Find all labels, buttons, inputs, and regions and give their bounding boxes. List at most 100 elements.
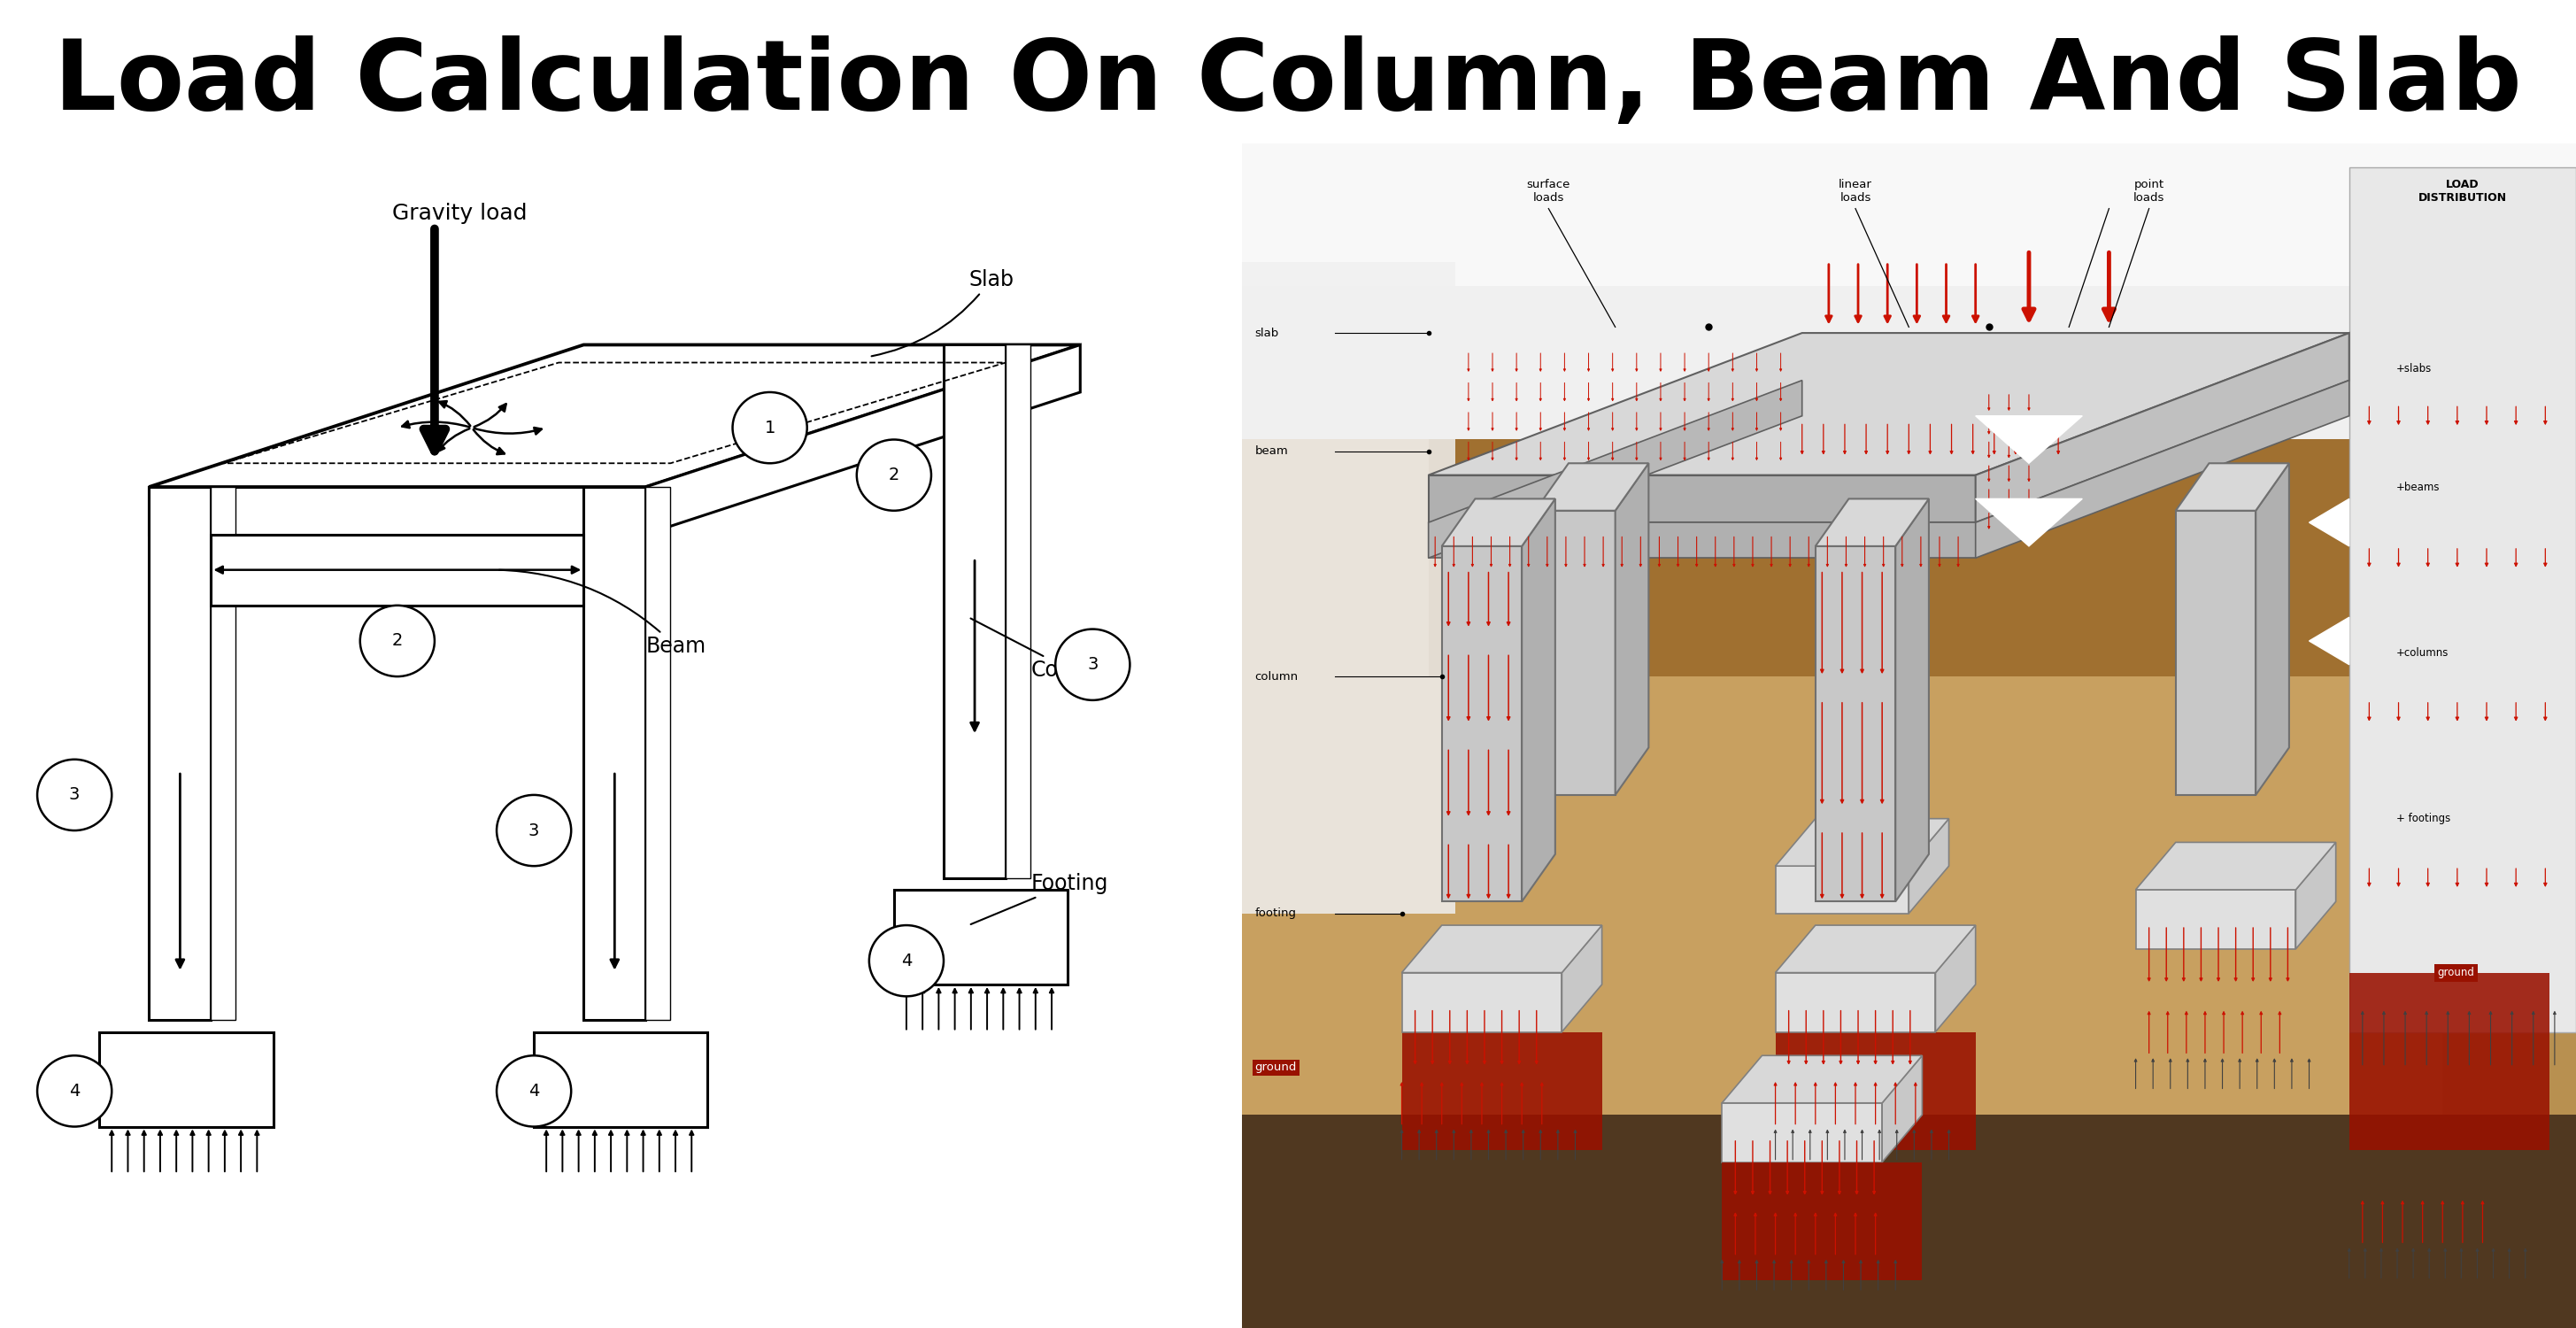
Bar xyxy=(2349,972,2550,1150)
Polygon shape xyxy=(1775,926,1976,972)
Circle shape xyxy=(858,440,933,511)
Polygon shape xyxy=(1401,926,1602,972)
Polygon shape xyxy=(1561,926,1602,1032)
Polygon shape xyxy=(2308,618,2349,664)
Text: surface
loads: surface loads xyxy=(1528,179,1571,203)
Polygon shape xyxy=(647,345,1079,534)
Polygon shape xyxy=(2136,890,2295,950)
Circle shape xyxy=(732,392,806,463)
Text: column: column xyxy=(1255,671,1298,683)
Bar xyxy=(1242,143,2576,286)
Text: 4: 4 xyxy=(528,1082,538,1100)
Bar xyxy=(894,890,1069,984)
Polygon shape xyxy=(1535,511,1615,795)
Text: 2: 2 xyxy=(889,466,899,483)
Text: footing: footing xyxy=(1255,907,1296,919)
Polygon shape xyxy=(1816,546,1896,902)
Polygon shape xyxy=(1430,475,1976,522)
Polygon shape xyxy=(149,487,647,534)
Text: 2: 2 xyxy=(392,632,402,649)
Text: linear
loads: linear loads xyxy=(1839,179,1873,203)
Polygon shape xyxy=(1443,546,1522,902)
Polygon shape xyxy=(1522,499,1556,902)
Polygon shape xyxy=(149,345,1079,487)
Bar xyxy=(1242,143,2576,618)
Bar xyxy=(100,1032,273,1126)
Text: Column: Column xyxy=(971,619,1110,681)
Text: slab: slab xyxy=(1255,327,1280,339)
Text: ground: ground xyxy=(1255,1061,1296,1073)
Polygon shape xyxy=(1976,499,2081,546)
Polygon shape xyxy=(1896,499,1929,902)
Bar xyxy=(1005,345,1030,878)
Polygon shape xyxy=(1535,463,1649,511)
Text: 4: 4 xyxy=(902,952,912,969)
Text: 3: 3 xyxy=(528,822,538,839)
Polygon shape xyxy=(1976,380,2349,558)
Text: beam: beam xyxy=(1255,446,1288,457)
Polygon shape xyxy=(1721,1104,1883,1162)
Text: Gravity load: Gravity load xyxy=(392,203,528,224)
Circle shape xyxy=(36,760,111,830)
Bar xyxy=(1242,262,1455,914)
Polygon shape xyxy=(1775,818,1950,866)
Bar xyxy=(1775,1032,1976,1150)
Bar xyxy=(647,487,670,1020)
Polygon shape xyxy=(1443,499,1556,546)
Bar xyxy=(1721,1162,1922,1280)
Circle shape xyxy=(1056,629,1131,700)
Polygon shape xyxy=(1401,972,1561,1032)
Polygon shape xyxy=(1430,522,1976,558)
Polygon shape xyxy=(1976,333,2349,522)
Text: Footing: Footing xyxy=(971,872,1108,924)
Polygon shape xyxy=(2177,511,2257,795)
Polygon shape xyxy=(1816,499,1929,546)
Polygon shape xyxy=(2295,842,2336,950)
Bar xyxy=(149,487,211,1020)
Bar xyxy=(943,345,1005,878)
Polygon shape xyxy=(1883,1056,1922,1162)
Polygon shape xyxy=(2136,842,2336,890)
Text: +slabs: +slabs xyxy=(2396,363,2432,374)
Polygon shape xyxy=(1430,380,1803,558)
Bar xyxy=(211,534,585,606)
Circle shape xyxy=(361,606,435,676)
Polygon shape xyxy=(1242,440,1510,1328)
Bar xyxy=(1430,440,2442,676)
Polygon shape xyxy=(1721,1056,1922,1104)
Text: 1: 1 xyxy=(765,420,775,436)
Polygon shape xyxy=(2257,463,2290,795)
Bar xyxy=(1401,1032,1602,1150)
Text: point
loads: point loads xyxy=(2133,179,2164,203)
Text: +columns: +columns xyxy=(2396,647,2447,659)
Text: 4: 4 xyxy=(70,1082,80,1100)
Bar xyxy=(1242,1114,2576,1328)
Text: 3: 3 xyxy=(70,786,80,803)
Text: Slab: Slab xyxy=(871,268,1012,356)
Polygon shape xyxy=(1935,926,1976,1032)
Text: Load Calculation On Column, Beam And Slab: Load Calculation On Column, Beam And Sla… xyxy=(54,36,2522,130)
Bar xyxy=(2349,167,2576,1032)
Polygon shape xyxy=(1909,818,1950,914)
Bar xyxy=(585,487,647,1020)
Circle shape xyxy=(36,1056,111,1126)
Text: ground: ground xyxy=(2437,967,2476,979)
Text: 3: 3 xyxy=(1087,656,1097,673)
Polygon shape xyxy=(1775,972,1935,1032)
Circle shape xyxy=(497,795,572,866)
Bar xyxy=(211,487,237,1020)
Polygon shape xyxy=(1976,416,2081,463)
Text: LOAD
DISTRIBUTION: LOAD DISTRIBUTION xyxy=(2419,179,2506,203)
Polygon shape xyxy=(2308,499,2349,546)
Polygon shape xyxy=(1615,463,1649,795)
Circle shape xyxy=(497,1056,572,1126)
Polygon shape xyxy=(2177,463,2290,511)
Text: +beams: +beams xyxy=(2396,481,2439,493)
Circle shape xyxy=(868,926,943,996)
Polygon shape xyxy=(1775,866,1909,914)
Polygon shape xyxy=(1430,333,2349,475)
Text: + footings: + footings xyxy=(2396,813,2450,825)
Bar xyxy=(1443,676,2442,1328)
Text: Beam: Beam xyxy=(500,570,706,657)
Bar xyxy=(533,1032,708,1126)
